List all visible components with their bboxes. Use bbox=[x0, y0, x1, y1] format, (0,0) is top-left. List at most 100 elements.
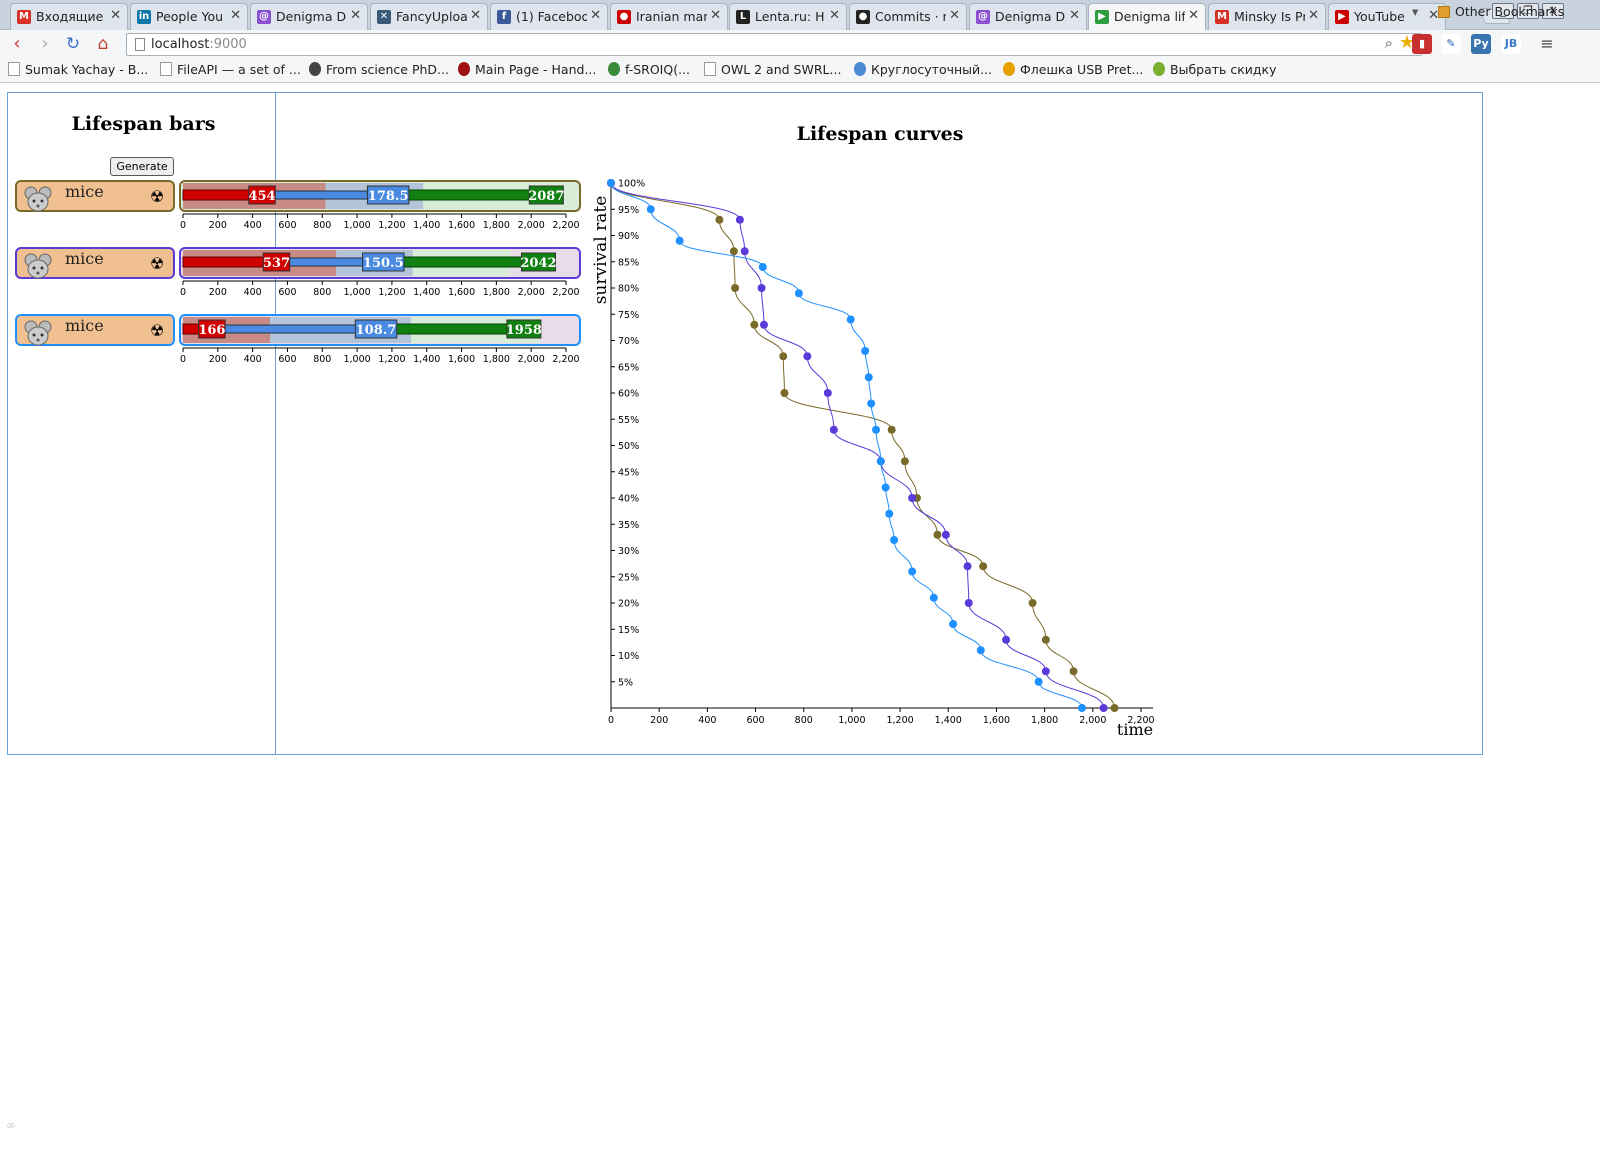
browser-tab[interactable]: @ Denigma D ✕ bbox=[969, 3, 1087, 30]
y-tick-label: 70% bbox=[618, 336, 639, 347]
bookmark-item[interactable]: Выбрать скидку bbox=[1153, 62, 1277, 77]
bar-axis-tick-label: 1,800 bbox=[483, 287, 510, 298]
facebook-icon: f bbox=[497, 10, 511, 24]
bookmark-item[interactable]: OWL 2 and SWRL... bbox=[704, 62, 841, 77]
close-tab-icon[interactable]: ✕ bbox=[470, 8, 481, 23]
close-tab-icon[interactable]: ✕ bbox=[230, 8, 241, 23]
close-tab-icon[interactable]: ✕ bbox=[1069, 8, 1080, 23]
survival-data-point bbox=[1002, 635, 1011, 644]
url-text: localhost:9000 bbox=[151, 37, 247, 52]
y-tick-label: 100% bbox=[618, 179, 645, 190]
browser-tab[interactable]: M Входящие ✕ bbox=[10, 3, 128, 30]
tab-title: Denigma D bbox=[995, 9, 1066, 24]
median-value-label-box bbox=[366, 185, 410, 205]
bar-axis-tick-label: 1,400 bbox=[413, 354, 440, 365]
browser-tab[interactable]: in People You ✕ bbox=[130, 3, 248, 30]
other-bookmarks-folder[interactable]: Other Bookmarks bbox=[1438, 4, 1564, 19]
browser-tab[interactable]: @ Denigma D ✕ bbox=[250, 3, 368, 30]
y-tick-label: 90% bbox=[618, 231, 639, 242]
survival-data-point bbox=[979, 562, 988, 571]
x-axis-label: time bbox=[1117, 720, 1153, 739]
feather-extension-icon[interactable]: ✎ bbox=[1441, 34, 1461, 54]
bookmark-item[interactable]: Sumak Yachay - B... bbox=[8, 62, 148, 77]
bar-axis-tick-label: 800 bbox=[313, 354, 331, 365]
start-value-label-box bbox=[198, 319, 226, 339]
bookmark-extension-icon[interactable]: ▮ bbox=[1412, 34, 1432, 54]
generate-button[interactable]: Generate bbox=[110, 157, 174, 176]
minimize-button[interactable]: _ bbox=[1492, 3, 1514, 19]
search-icon[interactable]: ⌕ bbox=[1384, 34, 1393, 52]
bookmark-label: Круглосуточный... bbox=[871, 62, 993, 77]
y-tick-label: 80% bbox=[618, 284, 639, 295]
bar-axis-tick-label: 2,200 bbox=[552, 354, 579, 365]
close-tab-icon[interactable]: ✕ bbox=[710, 8, 721, 23]
bookmark-item[interactable]: Флешка USB Pret... bbox=[1003, 62, 1143, 77]
close-tab-icon[interactable]: ✕ bbox=[590, 8, 601, 23]
bookmark-label: OWL 2 and SWRL... bbox=[721, 62, 842, 77]
star-icon[interactable]: ★ bbox=[1398, 32, 1415, 53]
survival-data-point bbox=[908, 567, 917, 576]
bar-axis-tick-label: 0 bbox=[180, 354, 186, 365]
start-value-label: 166 bbox=[198, 323, 225, 338]
bar-axis-tick-label: 1,000 bbox=[343, 287, 370, 298]
survival-data-point bbox=[908, 494, 917, 502]
survival-curve-line bbox=[610, 182, 1115, 709]
bar-axis-tick-label: 600 bbox=[278, 220, 296, 231]
start-value-label-box bbox=[262, 252, 291, 272]
youtube-icon: ▶ bbox=[1335, 10, 1349, 24]
x-tick-label: 2,000 bbox=[1079, 715, 1106, 726]
y-tick-label: 5% bbox=[618, 677, 633, 688]
bookmark-item[interactable]: Main Page - Hand... bbox=[458, 62, 596, 77]
close-tab-icon[interactable]: ✕ bbox=[1428, 8, 1439, 23]
close-window-button[interactable]: ✕ bbox=[1542, 3, 1564, 19]
end-value-label: 2087 bbox=[528, 189, 564, 204]
jetbrains-extension-icon[interactable]: JB bbox=[1501, 34, 1521, 54]
address-bar[interactable]: localhost:9000 ⌕ ★ bbox=[126, 32, 1422, 56]
bars-panel-title: Lifespan bars bbox=[71, 113, 216, 135]
microscope-icon bbox=[309, 62, 321, 76]
survival-data-point bbox=[735, 215, 744, 224]
browser-tab[interactable]: ▶ Denigma lif ✕ bbox=[1088, 3, 1206, 31]
close-tab-icon[interactable]: ✕ bbox=[1188, 8, 1199, 23]
bar-axis-tick-label: 1,800 bbox=[483, 354, 510, 365]
browser-tab[interactable]: L Lenta.ru: H ✕ bbox=[729, 3, 847, 30]
survival-data-point bbox=[881, 483, 890, 492]
end-value-label: 1958 bbox=[506, 323, 542, 338]
home-icon[interactable]: ⌂ bbox=[97, 34, 109, 54]
python-extension-icon[interactable]: Py bbox=[1471, 34, 1491, 54]
bookmark-item[interactable]: Круглосуточный... bbox=[854, 62, 992, 77]
close-tab-icon[interactable]: ✕ bbox=[829, 8, 840, 23]
close-tab-icon[interactable]: ✕ bbox=[350, 8, 361, 23]
species-label: mice bbox=[65, 316, 104, 335]
tab-title: Commits · r bbox=[875, 9, 946, 24]
browser-tab[interactable]: ✕ FancyUploa ✕ bbox=[370, 3, 488, 30]
bookmarks-overflow-icon[interactable]: ▾ bbox=[1412, 4, 1419, 19]
x-tick-label: 1,200 bbox=[886, 715, 913, 726]
bar-axis-tick-label: 2,000 bbox=[518, 354, 545, 365]
back-icon[interactable]: ‹ bbox=[13, 33, 21, 54]
x-tick-label: 800 bbox=[795, 715, 813, 726]
close-tab-icon[interactable]: ✕ bbox=[1308, 8, 1319, 23]
reload-icon[interactable]: ↻ bbox=[65, 34, 81, 54]
bird-icon bbox=[854, 62, 866, 76]
bar-row-marks: 537 150.5 2042 0 200 400 600 800 1,000 1,200 1,400… bbox=[180, 250, 580, 298]
close-tab-icon[interactable]: ✕ bbox=[110, 8, 121, 23]
browser-tab[interactable]: ● Commits · r ✕ bbox=[849, 3, 967, 30]
bookmark-label: FileAPI — a set of ... bbox=[177, 62, 301, 77]
bookmark-item[interactable]: FileAPI — a set of ... bbox=[160, 62, 301, 77]
radiation-icon: ☢ bbox=[150, 321, 165, 340]
menu-icon[interactable]: ≡ bbox=[1540, 34, 1554, 53]
tools-icon: ✕ bbox=[377, 10, 391, 24]
maximize-button[interactable]: ❐ bbox=[1517, 3, 1539, 19]
bookmark-item[interactable]: f-SROIQ(... bbox=[608, 62, 690, 77]
browser-tab[interactable]: ● Iranian mar ✕ bbox=[610, 3, 728, 30]
forward-icon[interactable]: › bbox=[41, 33, 49, 54]
gmail-icon: M bbox=[1215, 10, 1229, 24]
bar-axis-tick-label: 400 bbox=[244, 354, 262, 365]
browser-tab[interactable]: f (1) Faceboo ✕ bbox=[490, 3, 608, 30]
browser-tab[interactable]: M Minsky Is Pr ✕ bbox=[1208, 3, 1326, 30]
bar-axis-tick-label: 200 bbox=[209, 220, 227, 231]
close-tab-icon[interactable]: ✕ bbox=[949, 8, 960, 23]
bookmark-item[interactable]: From science PhD... bbox=[309, 62, 449, 77]
bar-axis-tick-label: 1,000 bbox=[343, 354, 370, 365]
